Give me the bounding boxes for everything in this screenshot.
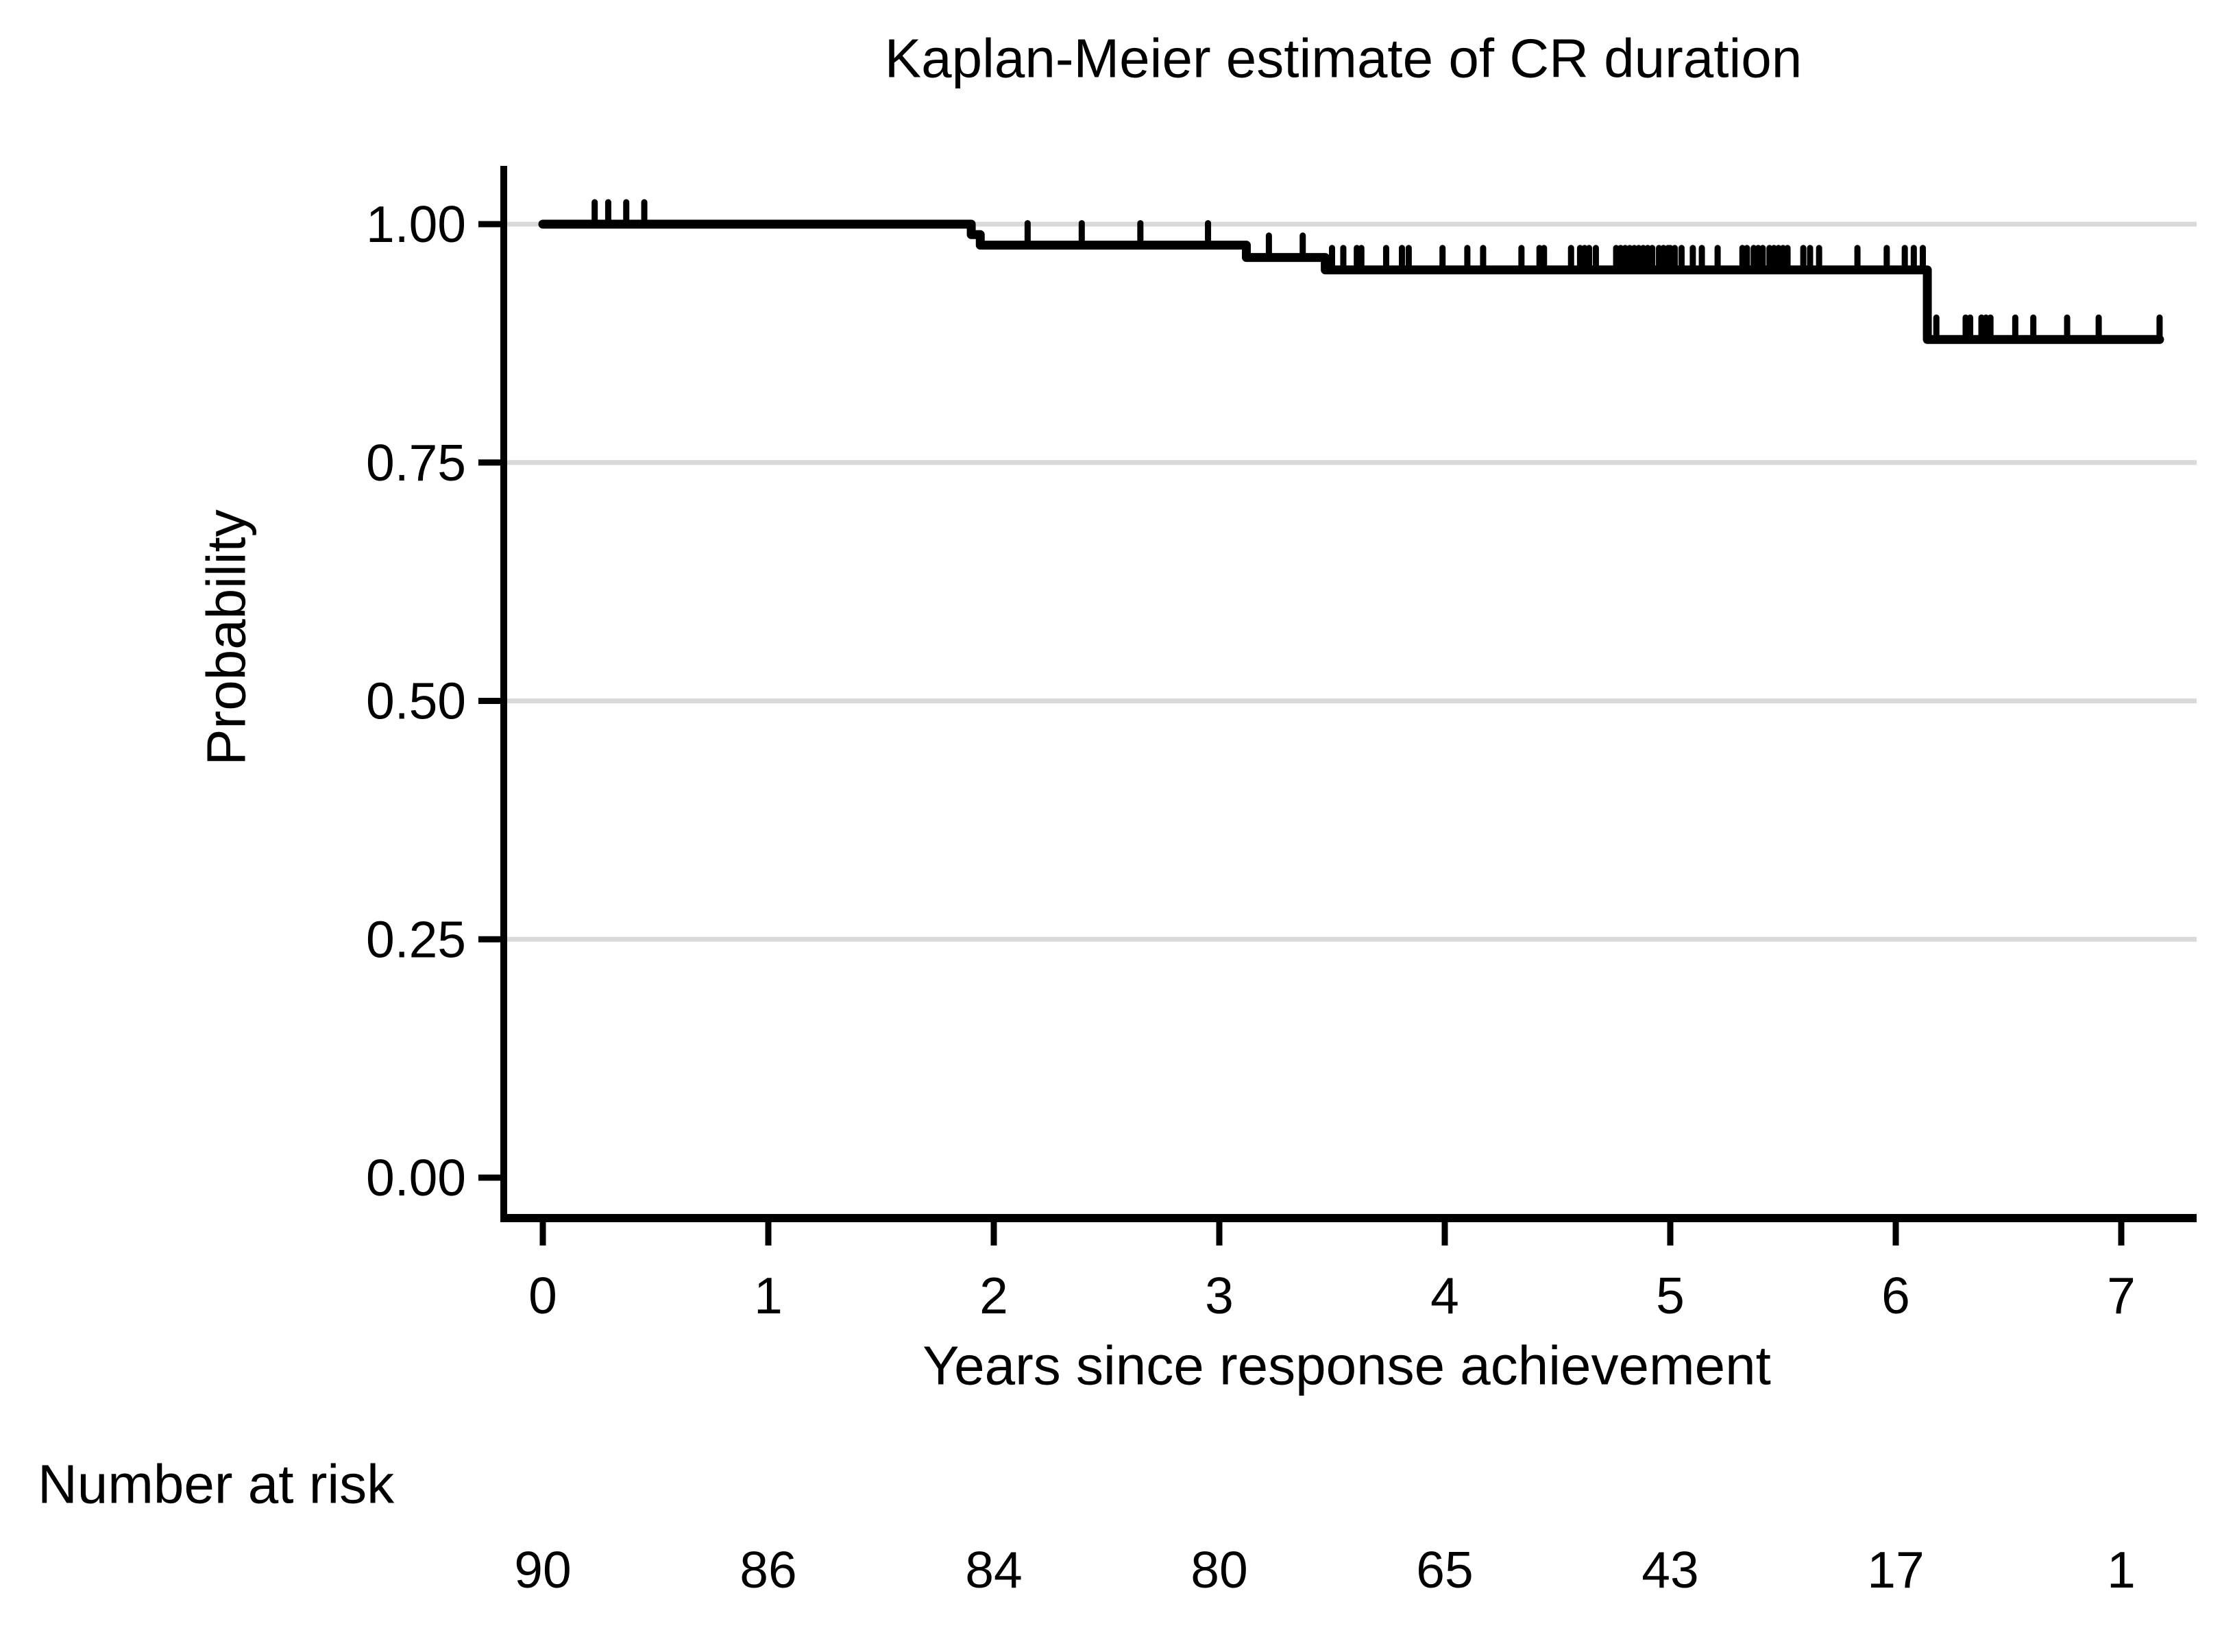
chart-title: Kaplan-Meier estimate of CR duration (885, 28, 1802, 89)
risk-count-t6: 17 (1867, 1541, 1924, 1599)
censor-marks-layer (591, 199, 2163, 343)
x-axis-title: Years since response achievement (923, 1335, 1771, 1396)
y-tick-label-0.25: 0.25 (366, 910, 466, 968)
x-tick-label-4: 4 (1430, 1267, 1459, 1324)
x-tick-label-5: 5 (1656, 1267, 1685, 1324)
risk-table-label: Number at risk (38, 1454, 395, 1515)
risk-count-row: 90 86 84 80 65 43 17 1 (514, 1541, 2136, 1599)
x-tick-label-1: 1 (754, 1267, 783, 1324)
risk-count-t0: 90 (514, 1541, 571, 1599)
risk-count-t3: 80 (1191, 1541, 1247, 1599)
y-axis-tick-labels: 0.00 0.25 0.50 0.75 1.00 (366, 195, 466, 1206)
risk-count-t5: 43 (1641, 1541, 1698, 1599)
y-tick-label-1.00: 1.00 (366, 195, 466, 253)
risk-count-t1: 86 (740, 1541, 796, 1599)
risk-count-t7: 1 (2107, 1541, 2136, 1599)
x-tick-label-0: 0 (528, 1267, 557, 1324)
y-tick-label-0.75: 0.75 (366, 434, 466, 491)
km-survival-curve (538, 219, 2164, 344)
x-tick-label-3: 3 (1205, 1267, 1234, 1324)
risk-count-t2: 84 (965, 1541, 1022, 1599)
x-axis-tick-labels: 0 1 2 3 4 5 6 7 (528, 1267, 2136, 1324)
y-tick-label-0.50: 0.50 (366, 672, 466, 730)
x-tick-label-7: 7 (2107, 1267, 2136, 1324)
x-tick-label-6: 6 (1881, 1267, 1910, 1324)
y-tick-label-0.00: 0.00 (366, 1149, 466, 1206)
gridlines (504, 221, 2197, 942)
risk-count-t4: 65 (1416, 1541, 1473, 1599)
x-tick-label-2: 2 (979, 1267, 1008, 1324)
km-curve-layer (538, 219, 2164, 344)
axes (478, 166, 2197, 1246)
y-axis-title: Probability (196, 509, 257, 766)
